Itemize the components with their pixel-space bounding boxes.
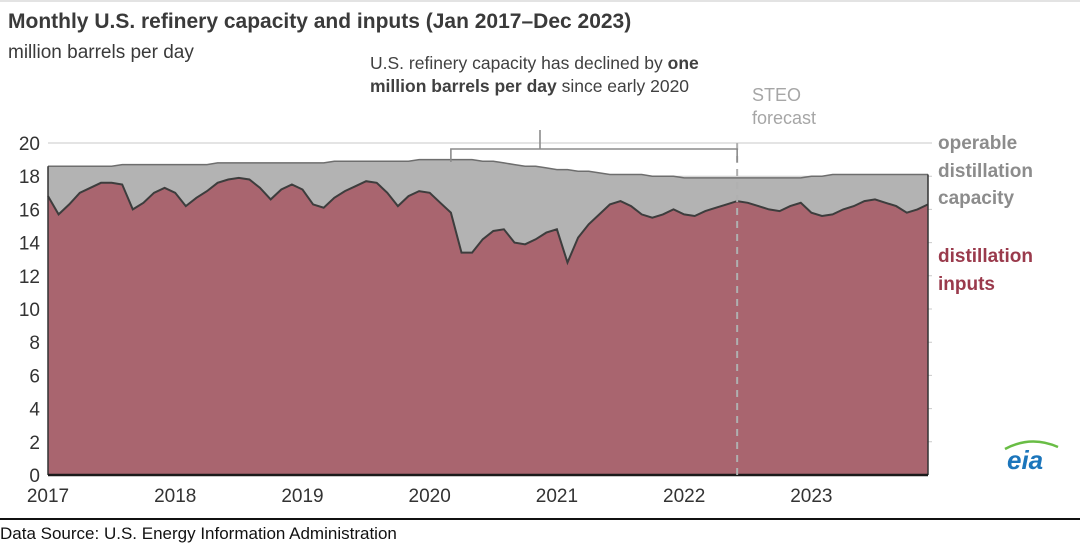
y-tick-label-10: 10	[19, 300, 40, 321]
legend-distillation-inputs: distillation inputs	[938, 246, 1033, 295]
x-tick-label-2023: 2023	[790, 486, 832, 507]
x-tick-label-2017: 2017	[27, 486, 69, 507]
capacity-line	[48, 158, 928, 179]
y-tick-label-14: 14	[19, 234, 41, 255]
x-tick-label-2018: 2018	[154, 486, 196, 507]
annotation-text-bold: one million barrels per day	[370, 53, 699, 97]
inputs-line	[47, 176, 929, 266]
y-tick-label-8: 8	[29, 333, 40, 354]
chart-units-label: million barrels per day	[8, 42, 194, 63]
x-tick-label-2022: 2022	[663, 486, 705, 507]
y-tick-label-6: 6	[29, 366, 40, 387]
capacity-decline-annotation: U.S. refinery capacity has declined by o…	[370, 52, 700, 98]
legend-operable-capacity: operable distillation capacity	[938, 133, 1033, 210]
top-divider	[0, 0, 1080, 2]
y-tick-label-0: 0	[29, 466, 40, 487]
inputs-area	[48, 177, 928, 475]
eia-logo: eia	[1004, 440, 1059, 475]
annotation-bracket	[450, 130, 738, 162]
x-tick-label-2021: 2021	[536, 486, 578, 507]
y-tick-label-2: 2	[29, 433, 40, 454]
annotation-text-pre: U.S. refinery capacity has declined by	[370, 53, 668, 73]
eia-logo-text: eia	[1007, 445, 1043, 475]
y-tick-label-20: 20	[19, 134, 40, 155]
x-tick-label-2019: 2019	[281, 486, 323, 507]
y-tick-label-18: 18	[19, 167, 40, 188]
annotation-text-post: since early 2020	[556, 76, 690, 97]
y-tick-label-12: 12	[19, 267, 40, 288]
x-tick-label-2020: 2020	[409, 486, 451, 507]
bottom-divider	[0, 518, 1080, 520]
chart-title: Monthly U.S. refinery capacity and input…	[8, 10, 632, 33]
y-tick-label-16: 16	[19, 200, 40, 221]
data-source-text: Data Source: U.S. Energy Information Adm…	[0, 524, 397, 543]
eia-logo-swoosh-icon	[1004, 440, 1059, 451]
y-tick-label-4: 4	[29, 400, 40, 421]
steo-forecast-label: STEO forecast	[752, 85, 817, 129]
